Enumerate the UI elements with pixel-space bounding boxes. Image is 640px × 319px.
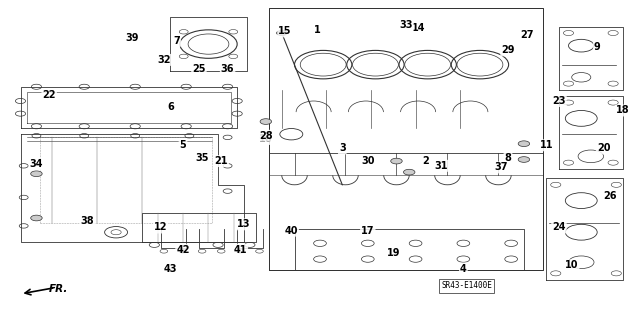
- Text: 5: 5: [180, 140, 186, 150]
- Circle shape: [518, 157, 530, 162]
- Text: 30: 30: [361, 156, 374, 166]
- Text: 16: 16: [259, 134, 273, 144]
- Text: 10: 10: [565, 260, 579, 271]
- Circle shape: [260, 135, 271, 140]
- Text: 32: 32: [157, 55, 171, 65]
- Text: 21: 21: [214, 156, 228, 166]
- Text: 29: 29: [501, 45, 515, 56]
- Circle shape: [518, 141, 530, 146]
- Circle shape: [276, 31, 287, 35]
- Text: 38: 38: [81, 216, 94, 226]
- Text: 8: 8: [504, 153, 511, 163]
- Text: 9: 9: [594, 42, 600, 52]
- Text: 11: 11: [540, 140, 553, 150]
- Text: 1: 1: [314, 25, 320, 35]
- Text: 31: 31: [435, 161, 448, 171]
- Text: 6: 6: [167, 102, 173, 112]
- Text: 34: 34: [29, 159, 43, 169]
- Text: 2: 2: [422, 156, 429, 166]
- Text: 39: 39: [125, 33, 139, 43]
- Text: 27: 27: [520, 30, 534, 40]
- Text: 24: 24: [552, 222, 566, 233]
- Circle shape: [31, 171, 42, 177]
- Text: 23: 23: [552, 96, 566, 106]
- Text: 42: 42: [176, 245, 189, 255]
- Text: 26: 26: [603, 191, 617, 201]
- Text: 28: 28: [259, 131, 273, 141]
- Text: 20: 20: [597, 144, 611, 153]
- Text: 22: 22: [42, 90, 56, 100]
- Text: 19: 19: [387, 248, 400, 258]
- Text: 36: 36: [221, 64, 234, 74]
- Text: 40: 40: [285, 226, 298, 236]
- Text: 35: 35: [195, 153, 209, 163]
- Text: FR.: FR.: [49, 284, 68, 294]
- Text: 33: 33: [399, 20, 413, 30]
- Text: 7: 7: [173, 36, 180, 46]
- Text: 17: 17: [361, 226, 374, 236]
- Text: 12: 12: [154, 222, 168, 233]
- Circle shape: [31, 215, 42, 221]
- Text: 3: 3: [339, 144, 346, 153]
- Text: 43: 43: [163, 263, 177, 274]
- Text: 18: 18: [616, 106, 630, 115]
- Text: 15: 15: [278, 26, 292, 36]
- Text: 14: 14: [412, 23, 426, 33]
- Circle shape: [260, 119, 271, 124]
- Text: 37: 37: [495, 162, 508, 172]
- Circle shape: [403, 169, 415, 175]
- Text: 13: 13: [237, 219, 250, 229]
- Text: 25: 25: [192, 64, 205, 74]
- Text: 41: 41: [234, 245, 247, 255]
- Text: 4: 4: [460, 263, 467, 274]
- Circle shape: [391, 158, 402, 164]
- Text: SR43-E1400E: SR43-E1400E: [441, 281, 492, 291]
